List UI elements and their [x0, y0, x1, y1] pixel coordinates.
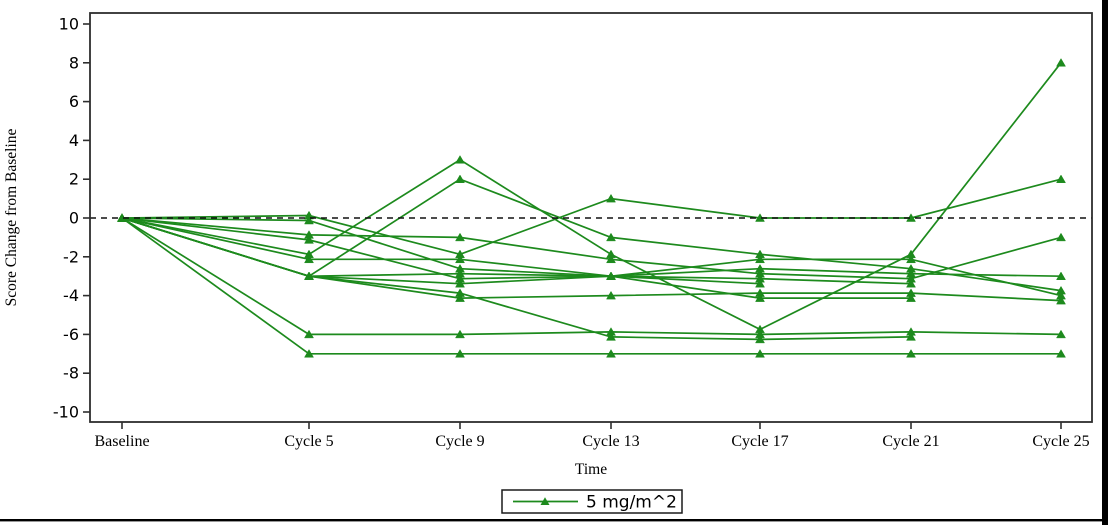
data-point-marker: [1056, 295, 1066, 305]
x-tick-label: Cycle 17: [731, 433, 788, 450]
series-subject-11: [117, 213, 1066, 305]
data-point-marker: [1056, 174, 1066, 183]
data-point-marker: [455, 329, 465, 339]
legend-box: 5 mg/m^2: [501, 489, 683, 514]
y-tick-label: 2: [69, 170, 79, 189]
series-subject-4: [117, 213, 1066, 358]
series-subject-9: [117, 213, 1066, 283]
series-subject-1: [117, 58, 1066, 334]
window-border-bottom: [0, 519, 1102, 522]
y-tick-label: -4: [63, 286, 79, 305]
data-point-marker: [1056, 329, 1066, 339]
series-subject-10: [117, 213, 916, 288]
x-axis: Baseline Cycle 5 Cycle 9 Cycle 13 Cycle 17 Cy…: [94, 422, 1090, 450]
x-tick-label: Cycle 13: [582, 433, 639, 450]
data-point-marker: [455, 155, 465, 164]
data-point-marker: [455, 293, 465, 302]
x-tick-label: Cycle 9: [435, 433, 484, 450]
data-point-marker: [755, 334, 765, 344]
window-border-right: [1102, 0, 1108, 525]
series-subject-13: [117, 213, 765, 288]
series-line: [121, 217, 1061, 355]
x-tick-label: Cycle 21: [882, 433, 939, 450]
x-tick-label: Baseline: [94, 433, 149, 450]
y-tick-label: -10: [53, 403, 79, 422]
data-point-marker: [1056, 58, 1066, 67]
data-point-marker: [906, 279, 916, 288]
x-tick-label: Cycle 5: [284, 433, 333, 450]
data-point-marker: [1056, 232, 1066, 242]
y-axis: -10 -8 -6 -4 -2 0 2 4 6 8 10: [53, 15, 90, 422]
data-point-marker: [606, 193, 616, 203]
x-tick-label: Cycle 25: [1032, 433, 1089, 450]
x-axis-title: Time: [575, 461, 607, 478]
series-line: [121, 217, 911, 299]
series-line: [121, 62, 1062, 331]
y-axis-title: Score Change from Baseline: [3, 128, 20, 306]
series-group: [117, 58, 1066, 358]
y-tick-label: -8: [63, 364, 79, 383]
y-tick-label: -6: [63, 325, 79, 344]
data-point-marker: [304, 329, 314, 339]
data-point-marker: [906, 293, 916, 302]
legend-marker-sample: [540, 497, 550, 505]
data-point-marker: [606, 349, 616, 358]
y-tick-label: 4: [69, 131, 79, 150]
y-tick-label: 8: [69, 53, 79, 72]
data-point-marker: [304, 254, 314, 264]
data-point-marker: [606, 290, 616, 300]
data-point-marker: [906, 332, 916, 341]
data-point-marker: [755, 279, 765, 288]
data-point-marker: [455, 174, 465, 183]
data-point-marker: [906, 254, 916, 264]
legend-border: [501, 489, 683, 514]
series-line: [121, 217, 1062, 278]
data-point-marker: [455, 279, 465, 288]
data-point-marker: [755, 254, 765, 264]
legend-label: 5 mg/m^2: [586, 493, 677, 513]
y-tick-label: 0: [69, 209, 79, 228]
data-point-marker: [304, 349, 314, 358]
data-point-marker: [906, 349, 916, 358]
data-point-marker: [755, 349, 765, 358]
data-point-marker: [304, 215, 314, 225]
data-point-marker: [455, 349, 465, 358]
y-tick-label: 10: [59, 15, 79, 34]
data-point-marker: [455, 232, 465, 242]
data-point-marker: [606, 332, 616, 341]
y-tick-label: 6: [69, 92, 79, 111]
y-tick-label: -2: [63, 247, 79, 266]
series-line: [121, 217, 912, 285]
data-point-marker: [304, 271, 314, 280]
data-point-marker: [455, 254, 465, 264]
data-point-marker: [304, 235, 314, 244]
data-point-marker: [606, 254, 616, 264]
data-point-marker: [1056, 349, 1066, 358]
data-point-marker: [606, 232, 616, 242]
series-line: [121, 217, 912, 341]
data-point-marker: [1056, 271, 1066, 280]
data-point-marker: [755, 293, 765, 302]
data-point-marker: [606, 271, 616, 280]
